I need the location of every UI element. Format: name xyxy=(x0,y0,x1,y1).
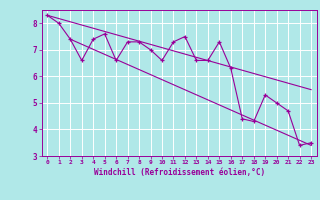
X-axis label: Windchill (Refroidissement éolien,°C): Windchill (Refroidissement éolien,°C) xyxy=(94,168,265,177)
